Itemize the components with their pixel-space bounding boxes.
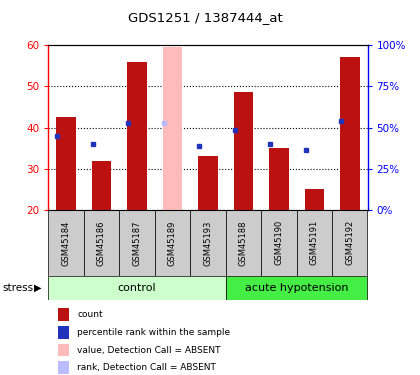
Bar: [198, 156, 218, 210]
Bar: [332, 210, 368, 276]
Bar: [234, 93, 253, 210]
Bar: [58, 308, 69, 321]
Bar: [48, 210, 84, 276]
Text: percentile rank within the sample: percentile rank within the sample: [77, 328, 230, 337]
Text: GSM45191: GSM45191: [310, 220, 319, 266]
Bar: [269, 148, 289, 210]
Bar: [261, 210, 297, 276]
Bar: [155, 210, 190, 276]
Text: GSM45186: GSM45186: [97, 220, 106, 266]
Bar: [84, 210, 119, 276]
Bar: [56, 117, 76, 210]
Bar: [58, 362, 69, 374]
Text: acute hypotension: acute hypotension: [245, 283, 348, 293]
Bar: [127, 62, 147, 210]
Text: count: count: [77, 310, 102, 319]
Bar: [48, 276, 226, 300]
Bar: [58, 344, 69, 357]
Bar: [226, 276, 368, 300]
Text: rank, Detection Call = ABSENT: rank, Detection Call = ABSENT: [77, 363, 216, 372]
Text: stress: stress: [2, 283, 33, 293]
Bar: [119, 210, 155, 276]
Text: GSM45184: GSM45184: [62, 220, 71, 266]
Text: GSM45190: GSM45190: [274, 220, 284, 266]
Text: GSM45193: GSM45193: [203, 220, 213, 266]
Bar: [297, 210, 332, 276]
Bar: [163, 47, 182, 210]
Bar: [304, 189, 324, 210]
Text: value, Detection Call = ABSENT: value, Detection Call = ABSENT: [77, 346, 220, 355]
Bar: [58, 326, 69, 339]
Text: GSM45189: GSM45189: [168, 220, 177, 266]
Bar: [92, 160, 111, 210]
Text: ▶: ▶: [34, 283, 42, 293]
Text: GSM45187: GSM45187: [132, 220, 142, 266]
Bar: [226, 210, 261, 276]
Bar: [340, 57, 360, 210]
Text: GSM45188: GSM45188: [239, 220, 248, 266]
Text: control: control: [118, 283, 156, 293]
Text: GDS1251 / 1387444_at: GDS1251 / 1387444_at: [129, 11, 283, 24]
Bar: [190, 210, 226, 276]
Text: GSM45192: GSM45192: [345, 220, 354, 266]
